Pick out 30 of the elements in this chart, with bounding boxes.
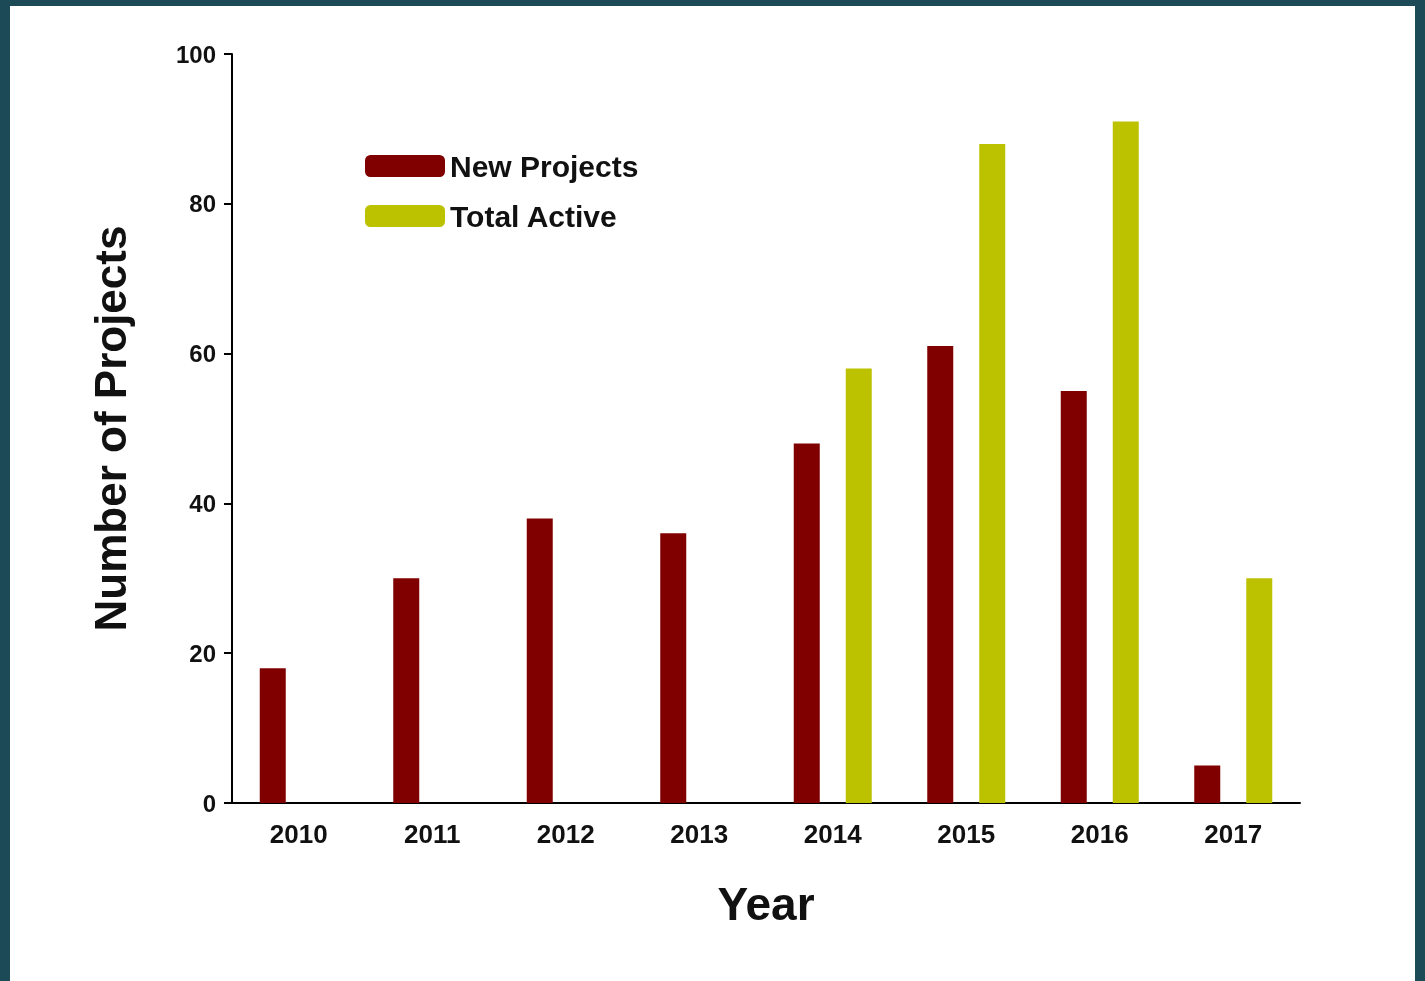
bar	[526, 518, 553, 803]
y-tick-label: 20	[189, 639, 216, 667]
y-tick-label: 40	[189, 489, 216, 517]
legend-label: New Projects	[450, 149, 639, 183]
y-tick-label: 60	[189, 340, 216, 368]
x-tick-label: 2013	[670, 819, 729, 849]
y-tick-label: 80	[189, 190, 216, 218]
x-tick-label: 2017	[1204, 819, 1263, 849]
legend-label: Total Active	[450, 199, 617, 233]
bar	[845, 368, 872, 803]
bar	[259, 668, 286, 803]
y-tick-label: 100	[175, 40, 216, 68]
x-tick-label: 2011	[404, 819, 461, 849]
x-axis-title: Year	[717, 878, 815, 930]
x-tick-label: 2014	[803, 819, 863, 849]
x-tick-label: 2012	[536, 819, 595, 849]
bar	[979, 143, 1006, 803]
x-tick-label: 2016	[1070, 819, 1129, 849]
bar	[793, 443, 820, 803]
bar	[1060, 391, 1087, 803]
y-tick-label: 0	[202, 789, 216, 817]
bar	[927, 346, 954, 803]
bar	[1194, 765, 1221, 803]
x-tick-label: 2010	[269, 819, 328, 849]
bar	[1246, 578, 1273, 803]
bar	[1112, 121, 1139, 803]
bar	[660, 533, 687, 803]
bar	[393, 578, 420, 803]
x-tick-label: 2015	[937, 819, 996, 849]
y-axis-title: Number of Projects	[85, 225, 135, 632]
